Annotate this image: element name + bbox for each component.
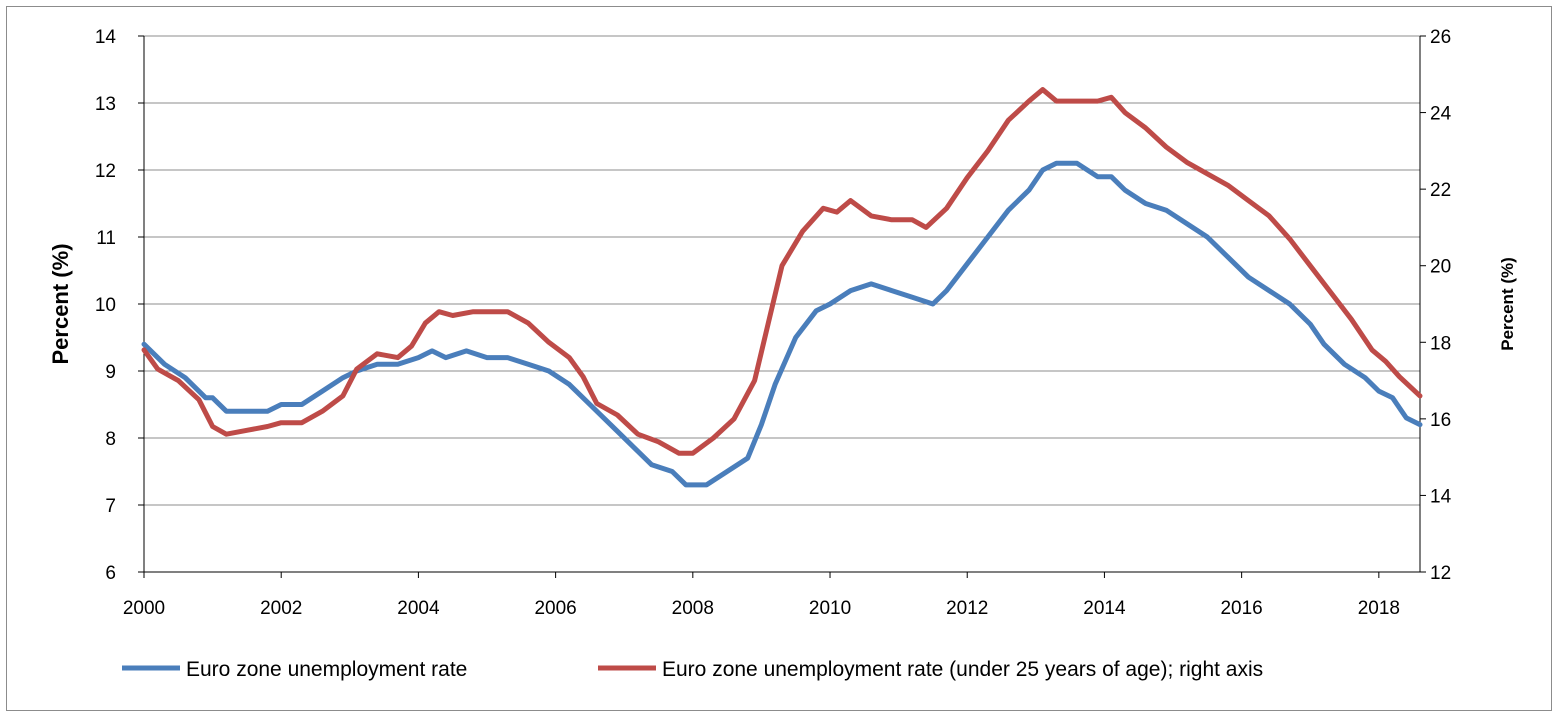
x-tick-label: 2012 <box>946 598 988 619</box>
legend: Euro zone unemployment rate Euro zone un… <box>122 658 1263 681</box>
left-tick-label: 6 <box>105 563 116 584</box>
chart-frame <box>6 6 1552 711</box>
x-tick-label: 2016 <box>1220 598 1262 619</box>
left-axis-ticks: 6 7 8 9 10 11 12 13 14 <box>95 27 144 584</box>
x-tick-label: 2018 <box>1358 598 1400 619</box>
legend-label-under-25: Euro zone unemployment rate (under 25 ye… <box>662 658 1263 681</box>
x-tick-label: 2000 <box>123 598 165 619</box>
series-line-euro-zone <box>141 160 1423 488</box>
left-axis-title: Percent (%) <box>48 243 73 364</box>
right-tick-label: 18 <box>1430 333 1451 354</box>
left-tick-label: 7 <box>105 496 116 517</box>
x-tick-label: 2008 <box>672 598 714 619</box>
x-tick-label: 2006 <box>534 598 576 619</box>
series-line-under-25 <box>141 87 1423 456</box>
x-tick-label: 2010 <box>809 598 851 619</box>
x-tick-label: 2014 <box>1083 598 1126 619</box>
left-tick-label: 11 <box>96 228 116 249</box>
left-tick-label: 13 <box>95 94 116 115</box>
left-tick-label: 9 <box>105 362 116 383</box>
right-axis-ticks: 12 14 16 18 20 22 24 26 <box>1420 27 1452 584</box>
right-tick-label: 14 <box>1430 486 1452 507</box>
right-tick-label: 16 <box>1430 410 1451 431</box>
right-tick-label: 24 <box>1430 104 1452 125</box>
series-layer <box>141 87 1423 488</box>
right-tick-label: 20 <box>1430 257 1451 278</box>
x-axis-ticks: 2000 2002 2004 2006 2008 2010 2012 2014 2016 2018 <box>123 572 1400 619</box>
left-tick-label: 12 <box>95 161 116 182</box>
left-tick-label: 8 <box>105 429 116 450</box>
x-tick-label: 2002 <box>260 598 302 619</box>
right-axis-title: Percent (%) <box>1498 257 1517 351</box>
left-tick-label: 14 <box>95 27 117 48</box>
right-tick-label: 26 <box>1430 27 1451 48</box>
right-tick-label: 22 <box>1430 180 1451 201</box>
left-tick-label: 10 <box>95 295 116 316</box>
legend-label-euro-zone: Euro zone unemployment rate <box>186 658 467 681</box>
gridlines <box>144 35 1420 506</box>
right-tick-label: 12 <box>1430 563 1451 584</box>
x-tick-label: 2004 <box>397 598 440 619</box>
